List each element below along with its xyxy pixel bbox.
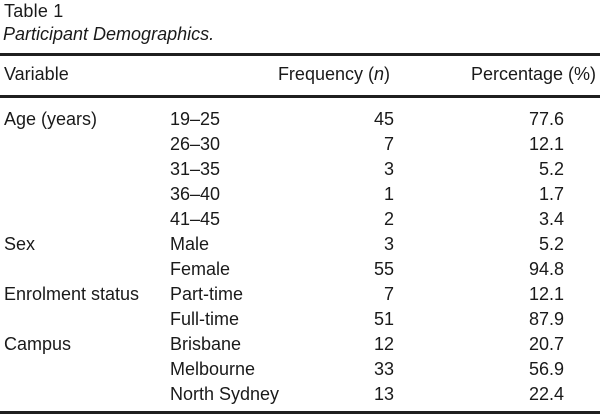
- variable-cell: [4, 132, 170, 157]
- variable-cell: [4, 182, 170, 207]
- variable-cell: [4, 157, 170, 182]
- frequency-cell: 3: [383, 159, 394, 179]
- header-frequency: Frequency (n): [278, 64, 390, 85]
- percentage-cell: 5.2: [538, 234, 564, 254]
- category-cell: North Sydney: [170, 384, 280, 404]
- percentage-cell: 77.6: [528, 109, 564, 129]
- frequency-cell: 12: [373, 334, 394, 354]
- category-cell: Female: [170, 259, 231, 279]
- rule-bottom: [0, 411, 600, 414]
- table-row: 26–30 7 12.1: [0, 132, 600, 157]
- variable-cell: Campus: [4, 334, 72, 354]
- variable-cell: [4, 382, 170, 407]
- frequency-cell: 55: [373, 259, 394, 279]
- percentage-cell: 87.9: [528, 309, 564, 329]
- percentage-cell: 56.9: [528, 359, 564, 379]
- frequency-cell: 13: [373, 384, 394, 404]
- variable-cell: [4, 257, 170, 282]
- percentage-cell: 22.4: [528, 384, 564, 404]
- table-row: Age (years) 19–25 45 77.6: [0, 107, 600, 132]
- percentage-cell: 5.2: [538, 159, 564, 179]
- variable-cell: Enrolment status: [4, 284, 140, 304]
- rule-mid: [0, 95, 600, 98]
- percentage-cell: 94.8: [528, 259, 564, 279]
- table-row: North Sydney 13 22.4: [0, 382, 600, 407]
- frequency-cell: 45: [373, 109, 394, 129]
- frequency-cell: 7: [383, 284, 394, 304]
- table-row: 41–45 2 3.4: [0, 207, 600, 232]
- category-cell: 31–35: [170, 159, 221, 179]
- percentage-cell: 3.4: [538, 209, 564, 229]
- table-row: Female 55 94.8: [0, 257, 600, 282]
- category-cell: 19–25: [170, 109, 221, 129]
- rule-top: [0, 53, 600, 56]
- table-row: 36–40 1 1.7: [0, 182, 600, 207]
- table-label: Table 1: [4, 1, 64, 21]
- header-frequency-text: Frequency (: [277, 64, 374, 84]
- category-cell: Melbourne: [170, 359, 256, 379]
- header-variable: Variable: [4, 64, 69, 84]
- variable-cell: [4, 357, 170, 382]
- percentage-cell: 12.1: [528, 284, 564, 304]
- percentage-cell: 20.7: [528, 334, 564, 354]
- table-row: Sex Male 3 5.2: [0, 232, 600, 257]
- table-row: Enrolment status Part-time 7 12.1: [0, 282, 600, 307]
- percentage-cell: 12.1: [528, 134, 564, 154]
- frequency-cell: 2: [383, 209, 394, 229]
- header-frequency-symbol: n: [373, 64, 384, 84]
- table-row: Campus Brisbane 12 20.7: [0, 332, 600, 357]
- table-rows: Age (years) 19–25 45 77.6 26–30 7 12.1 3…: [0, 107, 600, 407]
- percentage-cell: 1.7: [538, 184, 564, 204]
- category-cell: Male: [170, 234, 210, 254]
- variable-cell: Age (years): [4, 109, 98, 129]
- table-row: 31–35 3 5.2: [0, 157, 600, 182]
- category-cell: 41–45: [170, 209, 221, 229]
- category-cell: Brisbane: [170, 334, 242, 354]
- variable-cell: [4, 207, 170, 232]
- category-cell: 26–30: [170, 134, 221, 154]
- table-caption: Participant Demographics.: [3, 24, 215, 44]
- variable-cell: [4, 307, 170, 332]
- table-row: Melbourne 33 56.9: [0, 357, 600, 382]
- frequency-cell: 7: [383, 134, 394, 154]
- category-cell: 36–40: [170, 184, 221, 204]
- frequency-cell: 3: [383, 234, 394, 254]
- frequency-cell: 51: [373, 309, 394, 329]
- frequency-cell: 1: [383, 184, 394, 204]
- header-percentage: Percentage (%): [470, 64, 596, 84]
- header-frequency-close: ): [384, 64, 390, 84]
- variable-cell: Sex: [4, 234, 36, 254]
- category-cell: Full-time: [170, 309, 240, 329]
- category-cell: Part-time: [170, 284, 244, 304]
- table-row: Full-time 51 87.9: [0, 307, 600, 332]
- frequency-cell: 33: [373, 359, 394, 379]
